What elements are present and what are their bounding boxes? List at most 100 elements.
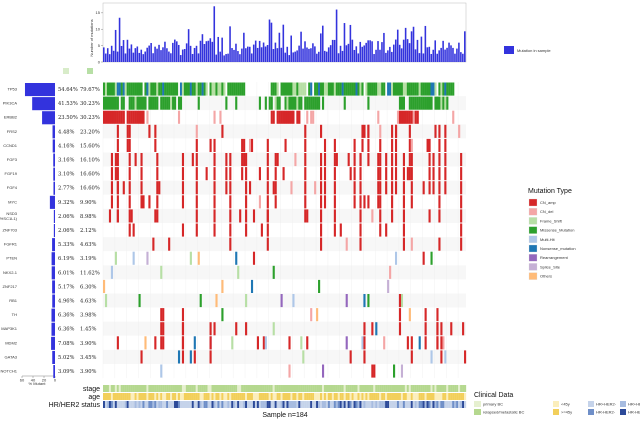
hr-her2-cell	[438, 401, 441, 408]
top-bar	[414, 49, 417, 62]
mutation-type-swatch	[528, 217, 538, 225]
mutation-cell	[288, 82, 291, 96]
mutation-cell	[116, 110, 119, 124]
gene-label: TH	[12, 312, 17, 317]
age-cell	[189, 393, 192, 400]
mutation-cell	[120, 110, 123, 124]
stage-cell	[412, 385, 415, 392]
top-bar	[284, 52, 287, 62]
top-bar	[136, 46, 139, 62]
top-bar	[221, 37, 223, 62]
stage-cell	[327, 385, 331, 392]
mutation-cell	[428, 181, 431, 195]
mutation-cell	[389, 82, 392, 96]
hr-her2-cell	[280, 401, 283, 408]
mutation-cell	[402, 223, 405, 237]
mutation-cell	[225, 96, 228, 110]
top-bar	[294, 51, 296, 62]
mutation-cell	[278, 96, 281, 110]
age-cell	[377, 393, 380, 400]
stage-cell	[458, 385, 461, 392]
age-cell	[229, 393, 232, 400]
mutation-cell	[298, 110, 301, 124]
hr-her2-cell	[108, 401, 112, 408]
stage-cell	[438, 385, 441, 392]
mutation-cell	[381, 82, 384, 96]
mutation-cell	[120, 82, 123, 96]
mutation-cell	[191, 82, 194, 96]
top-bar	[227, 53, 229, 62]
hr-her2-cell	[140, 401, 143, 408]
top-bar	[205, 41, 208, 62]
mutation-cell	[205, 167, 208, 181]
stage-cell	[282, 385, 285, 392]
mutation-cell	[239, 82, 242, 96]
clinical-track-label: HR/HER2 status	[49, 402, 101, 409]
age-cell	[318, 393, 321, 400]
mutation-cell	[112, 82, 115, 96]
mutation-cell	[160, 96, 163, 110]
mutation-cell	[116, 209, 119, 223]
top-bar	[272, 49, 275, 62]
stage-cell	[393, 385, 396, 392]
stage-cell	[424, 385, 427, 392]
mutation-cell	[398, 294, 402, 308]
top-bar	[416, 39, 419, 62]
mutation-cell	[106, 82, 110, 96]
age-cell	[191, 393, 194, 400]
top-bar	[181, 49, 184, 62]
age-cell	[209, 393, 212, 400]
hr-her2-cell	[237, 401, 240, 408]
mutation-cell	[209, 82, 212, 96]
mutation-cell	[394, 181, 398, 195]
age-cell	[304, 393, 307, 400]
mutation-cell	[142, 96, 145, 110]
gene-labels: TP53PIK3CAERBB2FRS2CCND1FGF3FGF19FGF4MYC…	[0, 86, 18, 373]
mutation-cell	[406, 82, 409, 96]
mutation-cell	[402, 153, 405, 167]
mutation-cell	[195, 167, 198, 181]
mutation-cell	[404, 82, 407, 96]
hr-her2-cell	[418, 401, 421, 408]
stage-cell	[418, 385, 421, 392]
top-bar	[114, 29, 117, 62]
gene-label: PIK3CA	[3, 101, 18, 106]
stage-cell	[414, 385, 417, 392]
mutation-cell	[294, 82, 297, 96]
stage-cell	[219, 385, 222, 392]
hr-her2-cell	[199, 401, 202, 408]
mutation-cell	[304, 195, 307, 209]
top-bar	[146, 47, 148, 62]
mutation-cell	[132, 223, 135, 237]
top-bar	[258, 40, 261, 62]
mutation-cell	[416, 82, 419, 96]
mutation-cell	[416, 110, 419, 124]
percent-label-b: 79.67%	[80, 87, 100, 93]
mutation-type-label: Splice_Site	[540, 264, 561, 269]
mutation-cell	[298, 96, 301, 110]
percent-label-b: 16.10%	[80, 157, 100, 163]
mutation-cell	[402, 237, 405, 251]
age-cell	[422, 393, 425, 400]
mutation-cell	[252, 209, 256, 223]
age-cell	[150, 393, 153, 400]
stage-cell	[231, 385, 234, 392]
mutation-cell	[422, 96, 425, 110]
top-bar	[197, 53, 200, 62]
top-bar	[387, 50, 389, 62]
gene-label: RB1	[9, 298, 18, 303]
mutation-cell	[152, 96, 155, 110]
left-bar	[53, 224, 55, 238]
mutation-cell	[154, 336, 157, 350]
stage-cell	[436, 385, 439, 392]
age-cell	[300, 393, 303, 400]
age-cell	[282, 393, 285, 400]
mutation-cell	[462, 322, 465, 336]
gene-label: TP53	[7, 86, 17, 91]
top-bar	[229, 26, 231, 62]
age-cell	[353, 393, 356, 400]
stage-cell	[187, 385, 190, 392]
age-cell	[175, 393, 179, 400]
mutation-cell	[108, 82, 112, 96]
stage-cell	[452, 385, 455, 392]
